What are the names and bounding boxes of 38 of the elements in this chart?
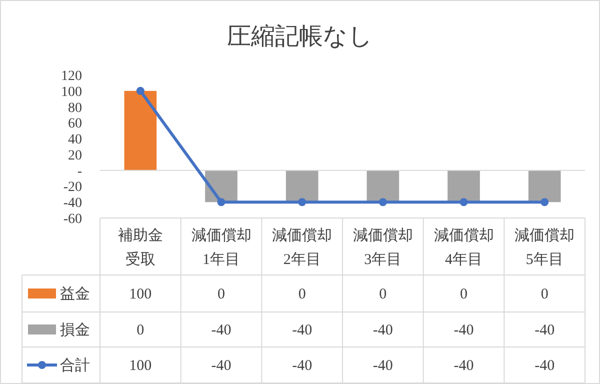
legend-label: 合計 <box>60 357 90 374</box>
data-label: 100 <box>129 286 152 302</box>
data-label: -40 <box>292 322 312 338</box>
data-label: -40 <box>211 358 232 374</box>
data-label: 0 <box>540 286 548 302</box>
x-tick-label: 減価償却4年目 <box>434 227 494 268</box>
y-tick-label: 120 <box>61 69 82 84</box>
y-tick-label: -60 <box>63 212 82 227</box>
data-label: -40 <box>372 358 393 374</box>
x-tick-label: 減価償却2年目 <box>272 227 332 268</box>
data-label: 0 <box>460 286 468 302</box>
x-tick-label: 減価償却5年目 <box>514 227 575 268</box>
y-tick-label: 20 <box>68 148 82 164</box>
x-tick-label: 補助金受取 <box>118 227 163 268</box>
legend-label: 益金 <box>60 286 90 302</box>
y-tick-label: -20 <box>63 180 82 196</box>
data-label: 0 <box>136 322 144 338</box>
data-label: 0 <box>379 286 387 302</box>
data-label: -40 <box>534 322 555 338</box>
data-label: -40 <box>454 358 474 374</box>
data-label: -40 <box>534 358 555 374</box>
data-label: -40 <box>454 322 474 338</box>
x-tick-label: 減価償却3年目 <box>352 227 413 268</box>
data-label: -40 <box>292 358 312 374</box>
data-label: -40 <box>211 322 232 338</box>
y-tick-label: 40 <box>68 132 82 148</box>
data-label: 0 <box>298 286 306 302</box>
data-label: 100 <box>129 358 152 374</box>
title: 圧縮記帳なし <box>227 24 373 50</box>
data-label: -40 <box>372 322 393 338</box>
y-tick-label: 80 <box>68 100 82 116</box>
y-tick-label: 60 <box>68 116 82 132</box>
y-tick-label: - <box>77 164 82 180</box>
x-tick-label: 減価償却1年目 <box>191 227 252 268</box>
y-tick-label: 100 <box>61 84 82 100</box>
y-tick-label: -40 <box>63 196 82 212</box>
data-label: 0 <box>218 286 225 302</box>
legend-label: 損金 <box>60 322 90 338</box>
